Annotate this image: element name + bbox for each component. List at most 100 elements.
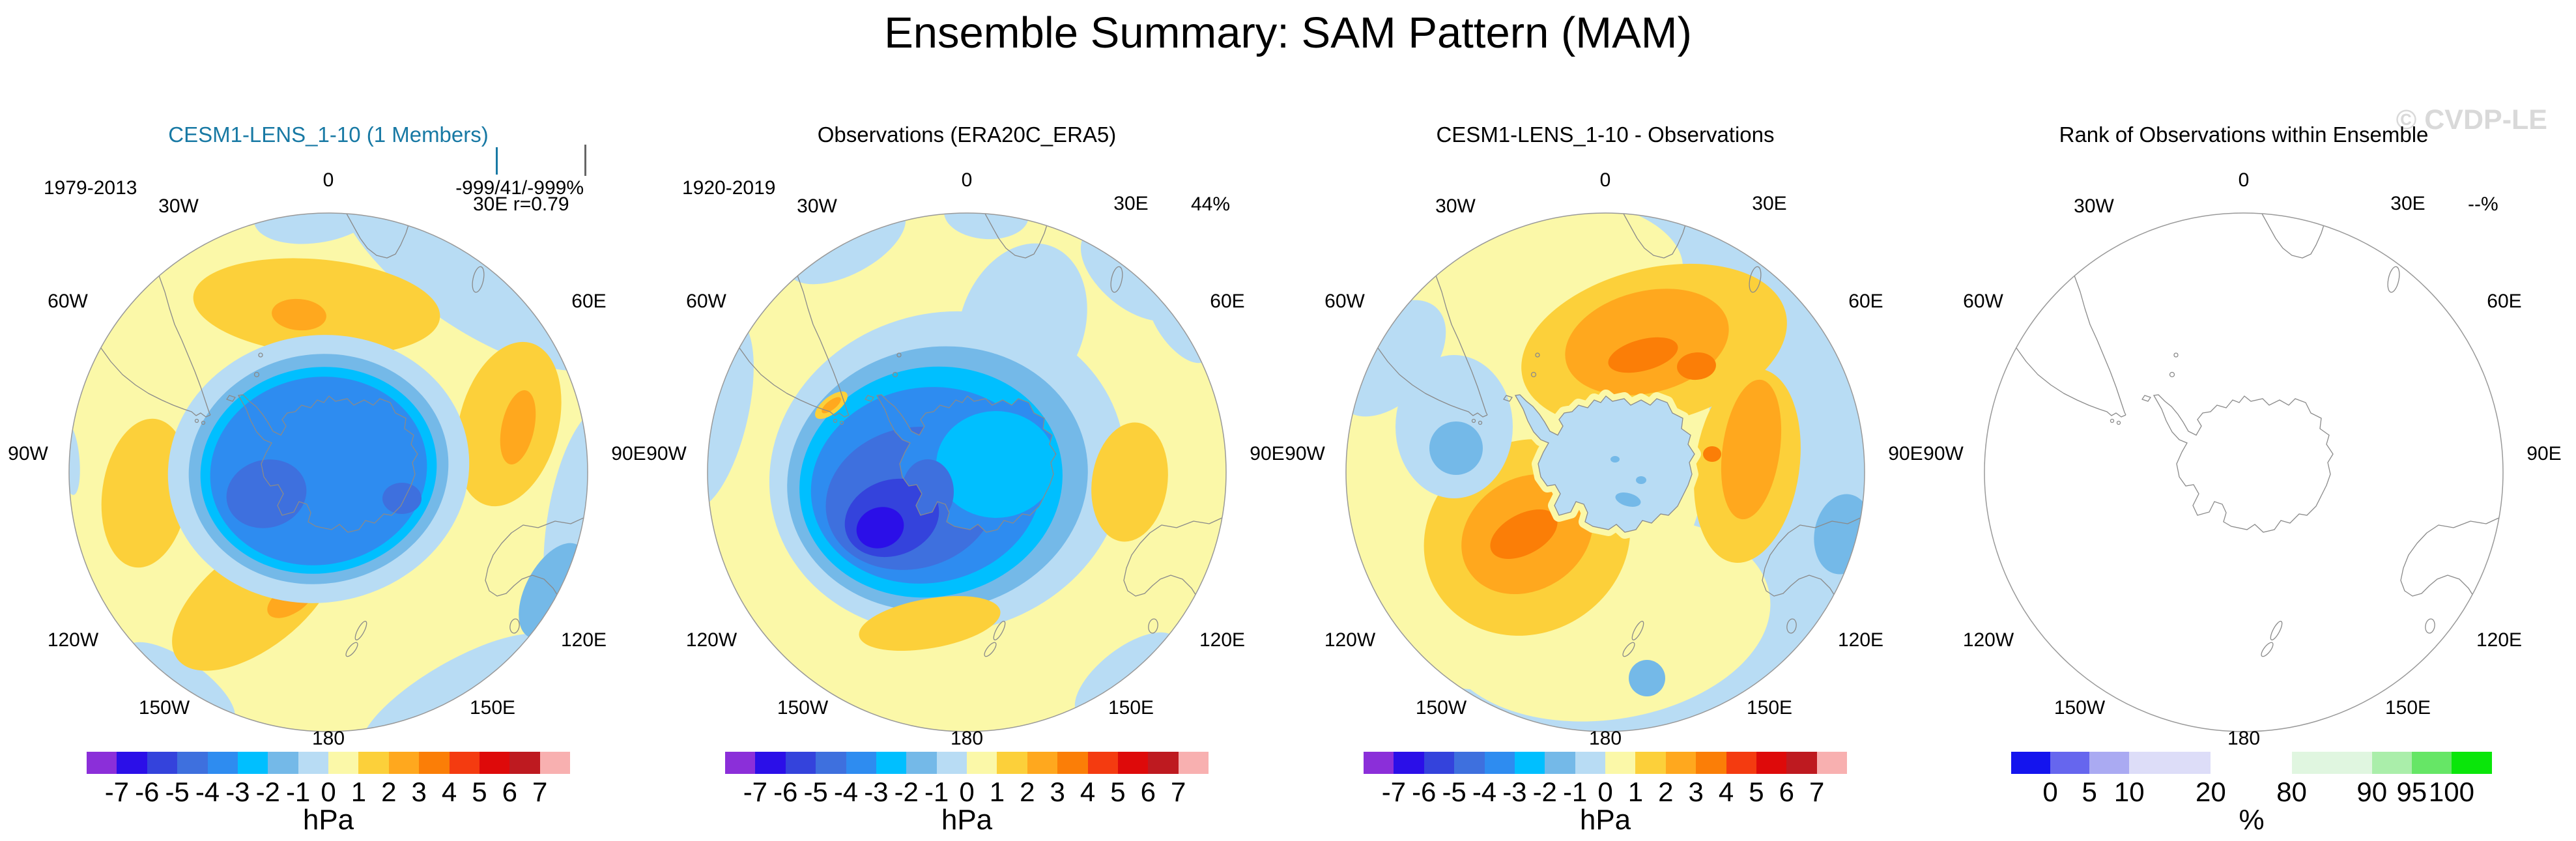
lon-label-150W: 150W [1415,697,1467,719]
lon-label-90E: 90E [611,443,646,464]
colorbar-tick-label: 4 [1718,777,1734,807]
colorbar-segment [358,752,389,774]
colorbar-tick-label: -7 [104,777,130,807]
colorbar-tick-label: 95 [2396,777,2427,807]
colorbar-tick-label: -4 [195,777,220,807]
colorbar-tick-label: 2 [1020,777,1035,807]
colorbar-pct [2011,752,2492,774]
colorbar-tick-label: -2 [894,777,919,807]
colorbar-tick-label: -4 [833,777,859,807]
colorbar-tick-label: 7 [532,777,548,807]
lon-label-30E: 30E [1113,193,1149,214]
colorbar-segment [906,752,937,774]
colorbar-segment [846,752,876,774]
colorbar-segment [1635,752,1666,774]
lon-label-90W: 90W [1285,443,1325,464]
colorbar-segment [997,752,1027,774]
colorbar-tick-label: 2 [1658,777,1674,807]
lon-label-180: 180 [2227,728,2261,749]
lon-label-60E: 60E [571,291,607,312]
colorbar-segment [1816,752,1847,774]
lon-label-30E: 30E [1752,193,1787,214]
colorbar-tick-label: -2 [1532,777,1557,807]
colorbar-segment [388,752,420,774]
colorbar-unit-label: hPa [302,804,354,836]
colorbar-tick-label: -3 [1502,777,1527,807]
colorbar-segment [1394,752,1424,774]
colorbar-segment [2050,752,2090,774]
colorbar-tick-label: -3 [225,777,250,807]
stat-correlation: 30E r=0.79 [473,193,569,215]
member-tick-gray [584,145,586,176]
lon-label-120E: 120E [2476,629,2523,651]
lon-label-90W: 90W [8,443,48,464]
colorbar-segment [479,752,510,774]
colorbar-segment [1696,752,1726,774]
lon-label-30W: 30W [797,195,837,217]
colorbar-tick-label: 3 [411,777,427,807]
panel-title: Observations (ERA20C_ERA5) [817,122,1117,147]
colorbar-segment [298,752,328,774]
colorbar-segment [1087,752,1118,774]
lon-label-60E: 60E [1848,291,1883,312]
colorbar-tick-label: -5 [803,777,828,807]
colorbar-segment [1148,752,1179,774]
stat-percent: --% [2468,193,2498,215]
colorbar-tick-label: 7 [1809,777,1825,807]
colorbar-segment [785,752,816,774]
colorbar-segment [1575,752,1605,774]
lon-label-150E: 150E [2384,697,2431,719]
lon-label-150W: 150W [138,697,190,719]
colorbar-tick-label: 20 [2196,777,2226,807]
colorbar-tick-label: 6 [1779,777,1794,807]
panel-difference: CESM1-LENS_1-10 - Observations [1285,0,1925,841]
page-title: Ensemble Summary: SAM Pattern (MAM) [884,8,1692,57]
colorbar-tick-label: 90 [2356,777,2388,807]
panel-title: Rank of Observations within Ensemble [2059,122,2429,147]
lon-label-120W: 120W [47,629,99,651]
colorbar-segment [117,752,147,774]
colorbar-hpa [87,752,570,774]
colorbar-unit-label: hPa [1579,804,1631,836]
colorbar-segment [1756,752,1787,774]
lon-label-120E: 120E [1199,629,1246,651]
colorbar-tick-label: -6 [135,777,160,807]
colorbar-segment [1786,752,1817,774]
lon-label-0: 0 [961,169,973,191]
colorbar-ticks: -7 -6 -5 -4 -3 -2 -1 0 1 2 3 4 5 6 7 [9,777,648,807]
panel-model: CESM1-LENS_1-10 (1 Members) 1979-2013 -9… [8,0,648,841]
period-label: 1920-2019 [682,177,776,199]
lon-label-90W: 90W [1923,443,1964,464]
colorbar-segment [539,752,570,774]
colorbar-ticks: 0 5 10 20 80 90 95 100 [1925,777,2563,807]
colorbar-segment [509,752,540,774]
lon-label-150W: 150W [2054,697,2106,719]
colorbar-segment [1545,752,1575,774]
colorbar-segment [1178,752,1209,774]
panel-rank: Rank of Observations within Ensemble --%… [1923,0,2563,841]
colorbar-segment [207,752,238,774]
colorbar-segment [2129,752,2211,774]
lon-label-180: 180 [311,728,345,749]
lon-label-60W: 60W [1963,291,2003,312]
colorbar-ticks: -7 -6 -5 -4 -3 -2 -1 0 1 2 3 4 5 6 7 [648,777,1286,807]
lon-label-0: 0 [322,169,334,191]
colorbar-segment [268,752,298,774]
colorbar-tick-label: 5 [1110,777,1126,807]
lon-label-180: 180 [950,728,984,749]
period-label: 1979-2013 [44,177,137,199]
colorbar-segment [87,752,117,774]
lon-label-150E: 150E [1746,697,1793,719]
colorbar-tick-label: -7 [1381,777,1407,807]
colorbar-tick-label: 1 [1627,777,1644,807]
colorbar-tick-label: 100 [2428,777,2474,807]
lon-label-120W: 120W [685,629,737,651]
stat-percent: 44% [1191,193,1231,215]
colorbar-tick-label: 0 [321,777,336,807]
map-observations [707,212,1227,732]
colorbar-tick-label: 5 [2082,777,2097,807]
colorbar-segment [237,752,268,774]
colorbar-tick-label: -7 [743,777,768,807]
colorbar-tick-label: -5 [165,777,190,807]
colorbar-segment [2089,752,2130,774]
